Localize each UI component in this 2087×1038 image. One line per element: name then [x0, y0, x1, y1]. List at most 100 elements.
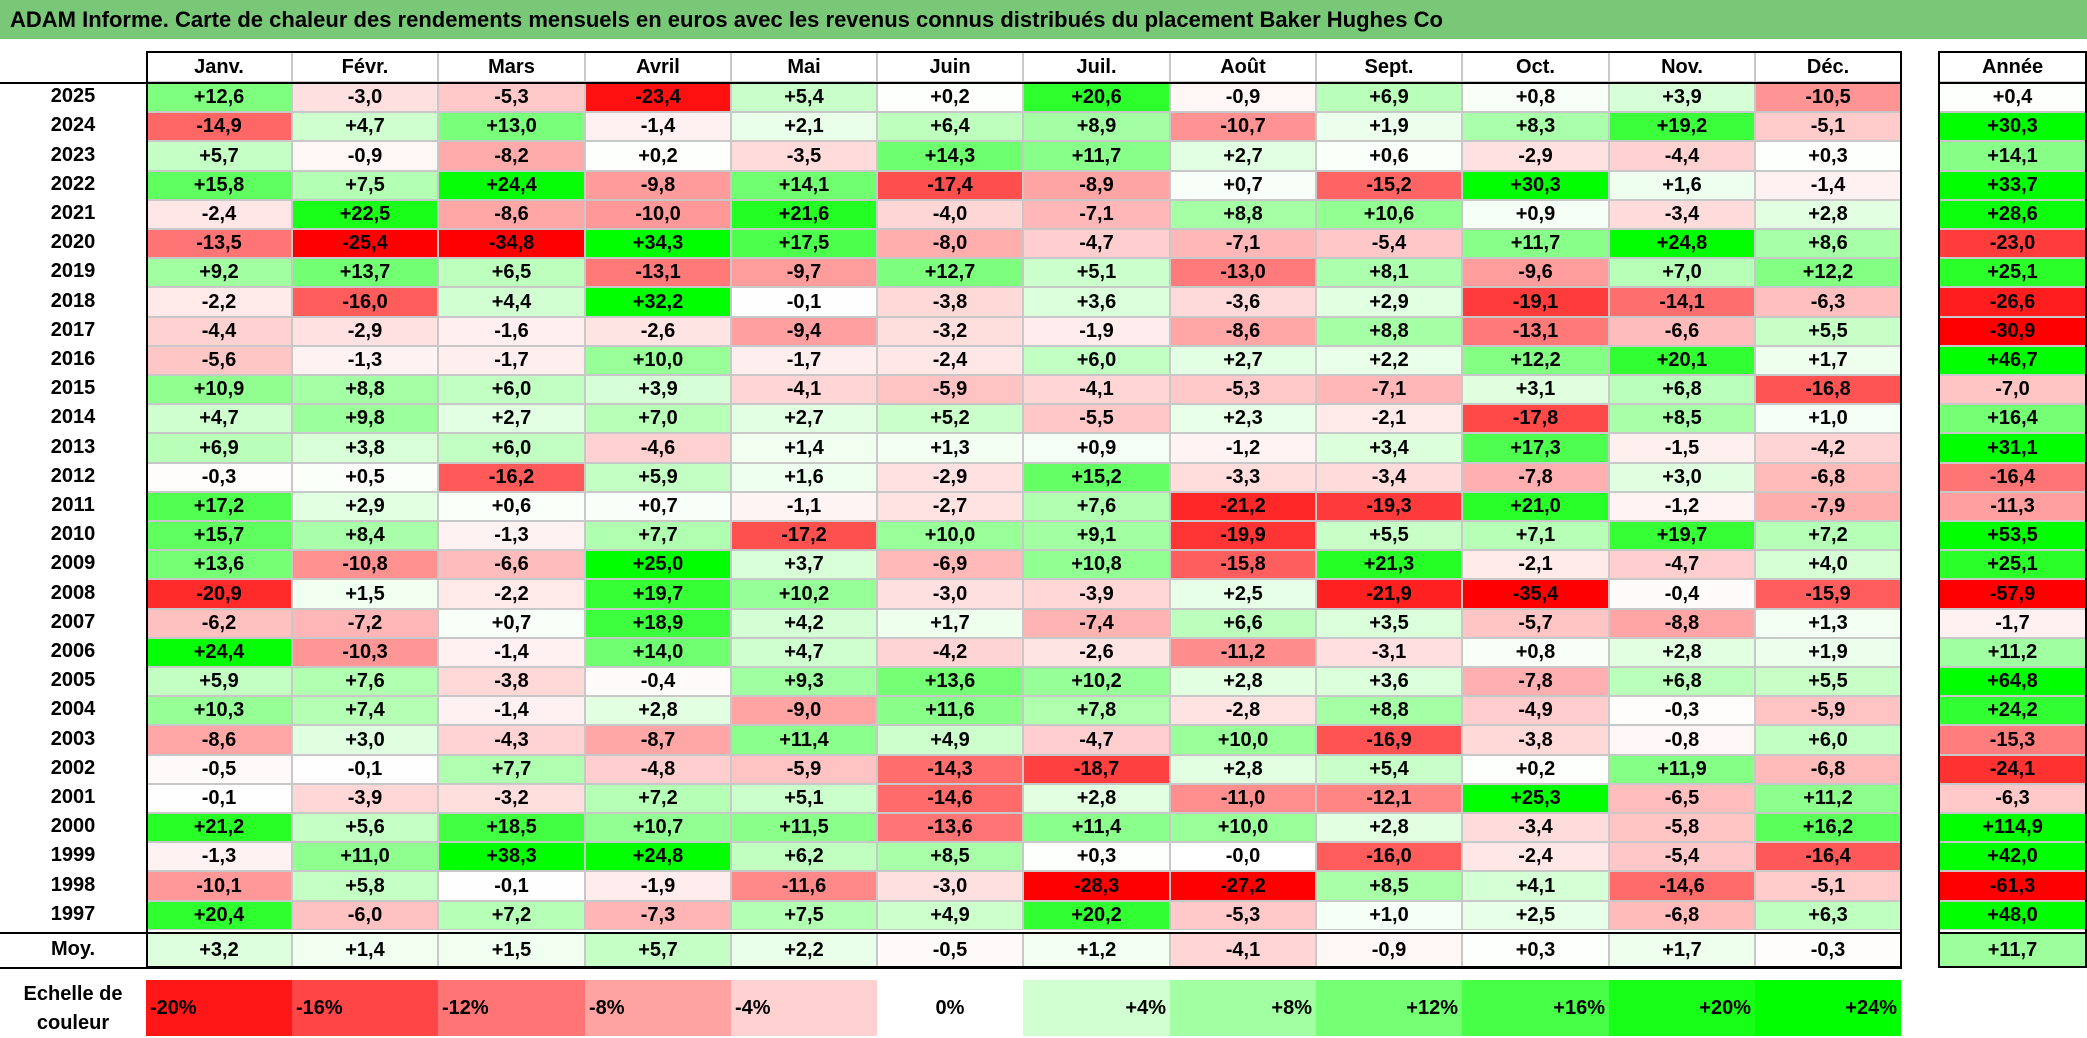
heatmap-cell: -12,1: [1316, 784, 1462, 813]
heatmap-cell: +1,9: [1316, 112, 1462, 141]
heatmap-cell: +11,5: [731, 813, 877, 842]
heatmap-cell: +2,5: [1462, 901, 1609, 930]
average-cell: +1,5: [438, 933, 585, 967]
heatmap-cell: -10,5: [1755, 83, 1901, 112]
heatmap-cell: -17,8: [1462, 404, 1609, 433]
heatmap-cell: -21,9: [1316, 579, 1462, 609]
annual-return-cell: +42,0: [1938, 842, 2087, 871]
heatmap-cell: +0,7: [1170, 171, 1316, 200]
heatmap-cell: -17,2: [731, 521, 877, 550]
annual-return-cell: -15,3: [1938, 725, 2087, 755]
heatmap-cell: -25,4: [292, 229, 438, 258]
heatmap-cell: +2,7: [731, 404, 877, 433]
heatmap-cell: +1,9: [1755, 638, 1901, 667]
average-cell: +3,2: [146, 933, 292, 967]
annual-return-cell: -57,9: [1938, 579, 2087, 609]
heatmap-cell: +0,7: [585, 492, 731, 521]
heatmap-cell: +13,6: [877, 667, 1023, 696]
heatmap-cell: -2,4: [877, 346, 1023, 375]
heatmap-cell: +6,0: [438, 375, 585, 404]
heatmap-cell: -14,3: [877, 755, 1023, 784]
annual-return-cell: +14,1: [1938, 141, 2087, 171]
heatmap-cell: +7,2: [585, 784, 731, 813]
month-header: Avril: [585, 52, 731, 82]
annual-return-cell: +0,4: [1938, 83, 2087, 112]
heatmap-cell: +7,8: [1023, 696, 1170, 725]
heatmap-cell: +12,6: [146, 83, 292, 112]
heatmap-cell: +11,7: [1023, 141, 1170, 171]
heatmap-cell: -34,8: [438, 229, 585, 258]
heatmap-cell: -0,5: [146, 755, 292, 784]
heatmap-cell: +2,8: [1609, 638, 1755, 667]
heatmap-cell: -2,8: [1170, 696, 1316, 725]
heatmap-cell: -7,3: [585, 901, 731, 930]
heatmap-cell: -7,1: [1170, 229, 1316, 258]
heatmap-cell: +3,6: [1023, 287, 1170, 317]
heatmap-cell: +38,3: [438, 842, 585, 871]
annual-return-cell: -61,3: [1938, 871, 2087, 901]
heatmap-cell: +8,3: [1462, 112, 1609, 141]
heatmap-cell: -6,2: [146, 609, 292, 638]
heatmap-cell: -1,4: [438, 638, 585, 667]
heatmap-cell: -1,4: [1755, 171, 1901, 200]
heatmap-cell: +0,5: [292, 463, 438, 492]
heatmap-cell: +11,7: [1462, 229, 1609, 258]
heatmap-cell: -10,8: [292, 550, 438, 579]
heatmap-cell: +10,2: [1023, 667, 1170, 696]
heatmap-cell: +0,3: [1023, 842, 1170, 871]
annual-return-cell: -1,7: [1938, 609, 2087, 638]
heatmap-cell: -0,3: [1609, 696, 1755, 725]
year-label: 1999: [50, 844, 96, 866]
year-label: 2012: [50, 465, 96, 487]
heatmap-cell: +11,6: [877, 696, 1023, 725]
heatmap-cell: +2,9: [292, 492, 438, 521]
heatmap-cell: +24,4: [146, 638, 292, 667]
heatmap-cell: -3,8: [1462, 725, 1609, 755]
heatmap-cell: +17,3: [1462, 433, 1609, 463]
heatmap-cell: +12,2: [1462, 346, 1609, 375]
heatmap-cell: +15,8: [146, 171, 292, 200]
heatmap-cell: -11,2: [1170, 638, 1316, 667]
heatmap-cell: +21,2: [146, 813, 292, 842]
heatmap-cell: -1,7: [438, 346, 585, 375]
heatmap-cell: +1,0: [1316, 901, 1462, 930]
heatmap-cell: -5,5: [1023, 404, 1170, 433]
heatmap-cell: +0,9: [1023, 433, 1170, 463]
month-header: Mai: [731, 52, 877, 82]
heatmap-cell: +0,9: [1462, 200, 1609, 229]
heatmap-cell: +3,7: [731, 550, 877, 579]
year-label: 2016: [50, 348, 96, 370]
heatmap-cell: +10,7: [585, 813, 731, 842]
heatmap-cell: +1,0: [1755, 404, 1901, 433]
annual-return-cell: -6,3: [1938, 784, 2087, 813]
heatmap-cell: +7,0: [585, 404, 731, 433]
heatmap-cell: +1,3: [877, 433, 1023, 463]
heatmap-cell: -19,9: [1170, 521, 1316, 550]
annual-return-cell: +48,0: [1938, 901, 2087, 930]
annual-return-cell: -23,0: [1938, 229, 2087, 258]
heatmap-cell: -6,6: [438, 550, 585, 579]
heatmap-cell: +1,4: [731, 433, 877, 463]
heatmap-cell: -8,6: [146, 725, 292, 755]
heatmap-cell: +0,2: [877, 83, 1023, 112]
month-header: Févr.: [292, 52, 438, 82]
heatmap-cell: -28,3: [1023, 871, 1170, 901]
heatmap-cell: -16,0: [292, 287, 438, 317]
heatmap-cell: -27,2: [1170, 871, 1316, 901]
heatmap-cell: +2,3: [1170, 404, 1316, 433]
heatmap-cell: -4,7: [1023, 229, 1170, 258]
heatmap-cell: -13,5: [146, 229, 292, 258]
heatmap-cell: +6,8: [1609, 667, 1755, 696]
heatmap-cell: -2,4: [146, 200, 292, 229]
heatmap-cell: -0,1: [292, 755, 438, 784]
heatmap-cell: +0,6: [438, 492, 585, 521]
heatmap-cell: +20,6: [1023, 83, 1170, 112]
heatmap-cell: -16,2: [438, 463, 585, 492]
heatmap-cell: +3,5: [1316, 609, 1462, 638]
heatmap-cell: -3,6: [1170, 287, 1316, 317]
heatmap-cell: +12,7: [877, 258, 1023, 287]
heatmap-cell: +2,1: [731, 112, 877, 141]
heatmap-cell: -4,1: [731, 375, 877, 404]
month-header: Juin: [877, 52, 1023, 82]
chart-title: ADAM Informe. Carte de chaleur des rende…: [0, 0, 2087, 39]
